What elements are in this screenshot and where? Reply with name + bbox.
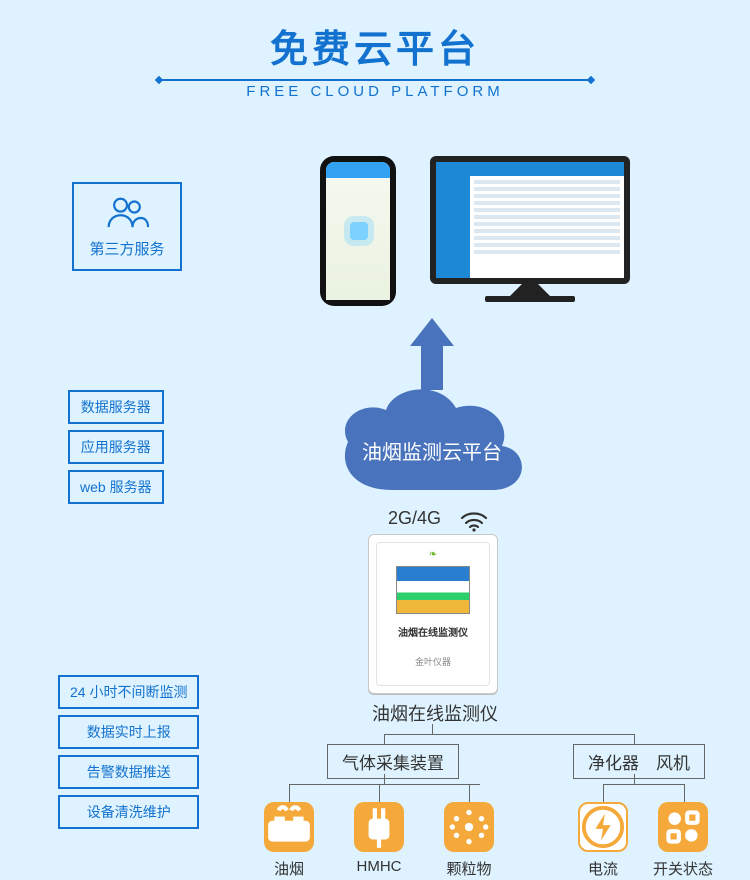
- output-label: 电流: [568, 858, 638, 879]
- side-list-item: 24 小时不间断监测: [58, 675, 199, 709]
- branch-box-purifier: 净化器 风机: [573, 744, 705, 779]
- phone-statusbar: [326, 162, 390, 178]
- title-divider: [160, 79, 590, 81]
- side-list-item: 设备清洗维护: [58, 795, 199, 829]
- device-screen: [396, 566, 470, 614]
- branch-box-gas: 气体采集装置: [327, 744, 459, 779]
- side-list-item: 应用服务器: [68, 430, 164, 464]
- monitor-device-label: 油烟在线监测仪: [372, 700, 498, 726]
- header: 免费云平台 FREE CLOUD PLATFORM: [0, 0, 750, 100]
- features-list: 24 小时不间断监测数据实时上报告警数据推送设备清洗维护: [58, 675, 199, 835]
- output-label: HMHC: [344, 858, 414, 875]
- third-party-service-box: 第三方服务: [72, 182, 182, 271]
- output-label: 颗粒物: [434, 858, 504, 879]
- users-icon: [105, 196, 149, 230]
- title-en: FREE CLOUD PLATFORM: [0, 83, 750, 100]
- device-logo-icon: ❧: [429, 549, 437, 560]
- dots-icon: [444, 802, 494, 852]
- monitor-device: ❧ 油烟在线监测仪 金叶仪器: [368, 534, 498, 694]
- cloud-label: 油烟监测云平台: [332, 436, 532, 465]
- side-list-item: 数据服务器: [68, 390, 164, 424]
- bolt-icon: [578, 802, 628, 852]
- servers-list: 数据服务器应用服务器 web 服务器: [68, 390, 164, 510]
- third-party-label: 第三方服务: [80, 236, 174, 261]
- phone-mockup: [320, 156, 396, 306]
- cloud-icon: 油烟监测云平台: [332, 380, 532, 498]
- phone-screen: [326, 162, 390, 300]
- output-label: 油烟: [254, 858, 324, 879]
- device-brand: 金叶仪器: [415, 655, 451, 668]
- device-screen-label: 油烟在线监测仪: [398, 624, 468, 639]
- plug-icon: [354, 802, 404, 852]
- network-label: 2G/4G: [388, 508, 441, 529]
- phone-map: [326, 178, 390, 300]
- monitor-screen: [436, 162, 624, 278]
- output-label: 开关状态: [648, 858, 718, 879]
- side-list-item: 数据实时上报: [58, 715, 199, 749]
- smoke-icon: [264, 802, 314, 852]
- monitor-mockup: [430, 156, 630, 306]
- wifi-icon: [460, 510, 488, 532]
- side-list-item: web 服务器: [68, 470, 164, 504]
- switch-icon: [658, 802, 708, 852]
- title-cn: 免费云平台: [0, 18, 750, 73]
- side-list-item: 告警数据推送: [58, 755, 199, 789]
